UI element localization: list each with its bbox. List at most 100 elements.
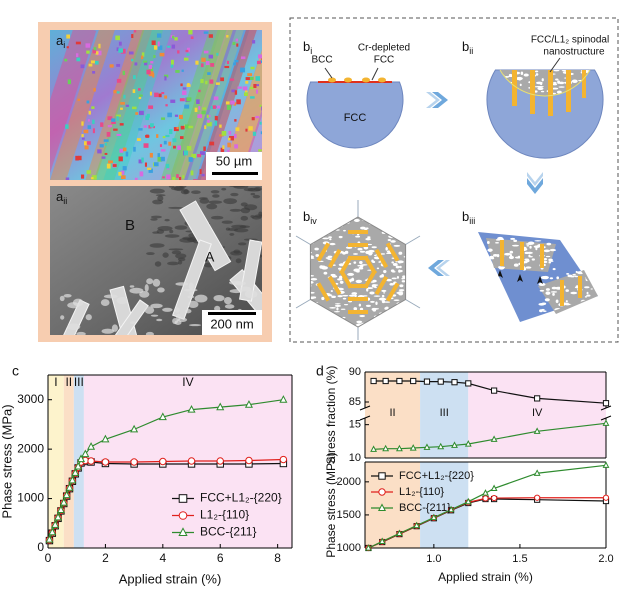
bcc-plate <box>348 230 368 234</box>
spinodal-blob <box>545 288 550 291</box>
spinodal-blob <box>533 245 541 248</box>
axis-break <box>600 405 612 411</box>
bcc-plate <box>327 248 342 269</box>
spinodal-blob <box>311 321 317 325</box>
spinodal-blob <box>543 258 548 261</box>
panel-label: aii <box>56 189 67 206</box>
spinodal-blob <box>512 244 519 247</box>
grain <box>78 155 82 161</box>
spinodal-blob <box>558 86 565 88</box>
grain <box>207 72 211 75</box>
grain <box>88 110 91 115</box>
grain <box>64 58 68 62</box>
grain <box>182 175 185 179</box>
marker <box>244 400 253 408</box>
spinodal-blob <box>553 81 557 84</box>
marker <box>216 402 225 411</box>
spinodal-blob <box>353 218 360 222</box>
spinodal-blob <box>334 303 341 305</box>
pointer <box>549 57 561 73</box>
region-label: B <box>125 217 135 234</box>
scale-bar <box>208 312 256 315</box>
grain <box>153 162 159 167</box>
grain <box>225 101 230 105</box>
spinodal-blob <box>499 266 506 269</box>
bcc-plate <box>348 243 368 247</box>
grain <box>227 142 231 148</box>
spinodal-blob <box>584 286 590 289</box>
legend-marker <box>378 472 386 480</box>
grain <box>234 144 239 149</box>
sem-feature <box>146 252 155 256</box>
grain <box>220 77 225 82</box>
marker <box>451 379 458 386</box>
spinodal-blob <box>329 238 332 241</box>
grain <box>209 141 215 146</box>
spinodal-blob <box>574 275 579 278</box>
spinodal-blob <box>342 294 349 297</box>
grain <box>163 74 169 78</box>
grain <box>151 40 156 45</box>
fcc-label: FCC <box>344 112 367 124</box>
grain <box>81 137 85 140</box>
spinodal-blob <box>520 71 524 76</box>
grain <box>67 79 72 85</box>
region-label: III <box>74 375 84 389</box>
sem-feature <box>233 249 241 254</box>
spinodal-blob <box>393 244 401 247</box>
grain <box>86 50 90 54</box>
spinodal-blob <box>374 254 377 257</box>
grain <box>197 114 203 119</box>
grain <box>109 64 114 68</box>
sem-feature <box>116 297 128 305</box>
grain <box>201 110 206 115</box>
sem-feature <box>59 295 65 302</box>
spinodal-blob <box>509 254 513 258</box>
sem-plate <box>239 239 262 302</box>
grain <box>87 125 92 129</box>
spinodal-blob <box>391 261 394 264</box>
sem-feature <box>168 206 183 209</box>
spinodal-blob <box>563 303 571 306</box>
marker <box>65 483 74 491</box>
grain <box>259 121 262 125</box>
spinodal-blob <box>563 310 567 314</box>
grain <box>120 175 126 180</box>
spinodal-blob <box>393 299 400 302</box>
grain <box>237 86 242 89</box>
bcc-plates <box>512 70 586 116</box>
sem-feature <box>227 227 239 231</box>
grain <box>98 43 101 49</box>
sem-feature <box>172 317 179 325</box>
spinodal-blob <box>376 323 380 326</box>
grain <box>87 119 90 122</box>
spinodal-blob <box>565 311 571 316</box>
grain <box>234 90 238 95</box>
spinodal-blob <box>329 324 335 326</box>
grain <box>199 151 205 156</box>
spinodal-blob <box>486 240 490 245</box>
bcc-plate <box>363 255 377 275</box>
spinodal-blob <box>542 310 547 312</box>
region <box>420 372 469 458</box>
grain <box>207 119 210 123</box>
grain <box>132 89 136 94</box>
spinodal-blob <box>330 326 337 327</box>
x-axis-label: Applied strain (%) <box>119 571 222 586</box>
process-arrows <box>426 92 543 276</box>
spinodal-blob <box>402 275 406 279</box>
spinodal-blob <box>407 287 411 290</box>
marker <box>370 445 378 452</box>
x-tick-label: 2.0 <box>598 553 613 565</box>
bcc-particles <box>328 77 386 83</box>
spinodal-blob <box>548 260 554 262</box>
spinodal-blob <box>525 266 532 269</box>
grain <box>100 122 104 127</box>
marker <box>602 461 610 468</box>
spinodal-blob <box>383 301 391 303</box>
spinodal-blob <box>399 265 402 269</box>
grain <box>259 104 262 108</box>
spinodal-blob <box>321 296 325 301</box>
